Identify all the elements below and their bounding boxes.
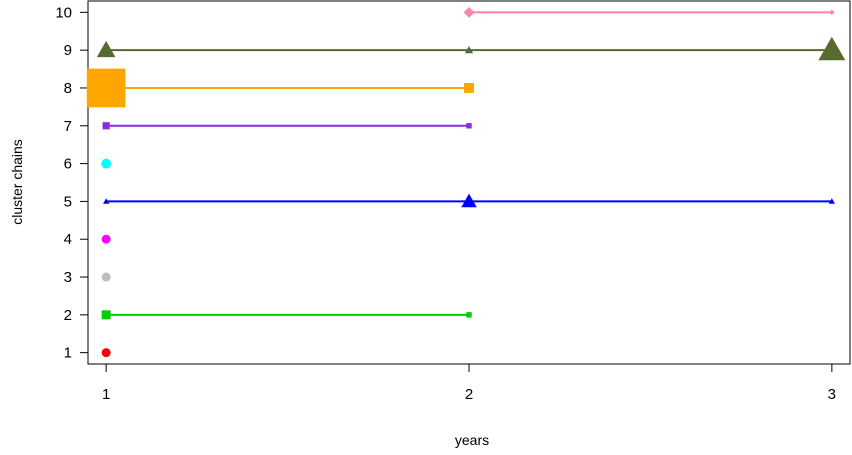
x-tick-label: 1 xyxy=(102,386,110,403)
y-tick-label: 9 xyxy=(64,42,72,59)
series-9 xyxy=(96,36,846,61)
x-tick-label: 2 xyxy=(465,386,473,403)
y-axis: 1 2 3 4 5 6 7 8 9 10 xyxy=(55,4,88,362)
y-tick-label: 1 xyxy=(64,345,72,362)
data-point xyxy=(101,158,112,169)
y-tick-label: 7 xyxy=(64,118,72,135)
y-tick-label: 6 xyxy=(64,156,72,173)
x-axis: 1 2 3 xyxy=(102,364,836,403)
data-point xyxy=(461,193,477,208)
data-point xyxy=(102,122,110,130)
series-3 xyxy=(101,272,111,282)
y-tick-label: 2 xyxy=(64,307,72,324)
series-7 xyxy=(102,122,472,130)
y-tick-label: 8 xyxy=(64,80,72,97)
data-point xyxy=(829,9,835,16)
series-4 xyxy=(101,234,111,244)
data-point xyxy=(101,272,111,282)
data-point xyxy=(466,123,472,129)
series-8 xyxy=(86,68,474,108)
data-point xyxy=(86,68,126,108)
data-point xyxy=(466,312,472,318)
series-5 xyxy=(103,193,835,208)
data-point xyxy=(818,36,846,61)
plot-frame xyxy=(87,0,851,365)
series-2 xyxy=(101,310,472,320)
data-point xyxy=(103,198,110,204)
series-1 xyxy=(101,348,111,358)
data-point xyxy=(101,310,111,320)
y-tick-label: 4 xyxy=(64,231,72,248)
series-6 xyxy=(101,158,112,169)
data-point xyxy=(463,6,475,18)
series-10 xyxy=(463,6,835,18)
data-point xyxy=(96,40,116,58)
y-tick-label: 10 xyxy=(55,4,72,21)
y-axis-label: cluster chains xyxy=(9,139,25,225)
data-point xyxy=(101,348,111,358)
x-tick-label: 3 xyxy=(828,386,836,403)
data-point xyxy=(101,234,111,244)
data-point xyxy=(828,198,835,204)
y-tick-label: 5 xyxy=(64,193,72,210)
data-point xyxy=(464,83,474,93)
data-point xyxy=(464,46,474,54)
y-tick-label: 3 xyxy=(64,269,72,286)
x-axis-label: years xyxy=(455,432,489,448)
series-layer xyxy=(86,6,846,358)
